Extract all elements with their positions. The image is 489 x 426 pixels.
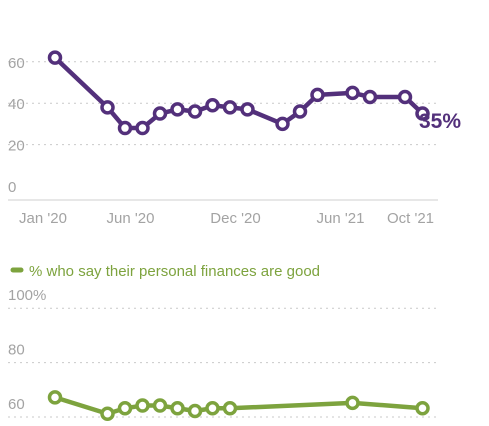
end-value-label: 35% [419,110,461,133]
y-tick-label: 60 [8,396,25,413]
data-point [415,401,430,416]
bottom-series [47,390,430,421]
data-point [275,116,290,132]
bottom-gridlines [8,307,440,418]
legend: % who say their personal finances are go… [10,263,320,280]
top-series [47,50,430,136]
data-point [362,89,378,105]
data-point [310,87,325,103]
y-tick-label: 80 [8,342,25,359]
bottom-y-axis: 60 80 100% [8,287,46,413]
y-tick-label: 20 [8,138,25,155]
data-point [47,50,63,65]
data-point [240,102,255,117]
data-point [135,398,150,413]
data-point [135,120,150,136]
data-point [47,390,63,405]
x-tick-label: Oct '21 [387,210,434,227]
data-point [152,106,168,121]
data-point [100,406,115,421]
y-tick-label: 0 [8,179,16,196]
data-point [117,401,133,416]
data-point [397,89,413,105]
data-point [187,104,203,119]
y-tick-label: 60 [8,55,25,72]
data-point [170,102,185,117]
y-tick-label: 100% [8,287,46,304]
data-point [292,104,308,119]
data-point [222,100,238,115]
top-chart: 0 20 40 60 Jan '20 Jun '20 Dec '20 Jun '21 Oct … [8,50,461,227]
data-point [205,98,220,113]
x-tick-label: Jan '20 [19,210,67,227]
data-point [170,401,185,416]
bottom-chart: % who say their personal finances are go… [8,263,440,421]
data-point [152,398,168,413]
legend-label: % who say their personal finances are go… [29,263,320,280]
data-point [222,401,238,416]
data-point [415,106,430,121]
data-point [117,120,133,136]
top-y-axis: 0 20 40 60 [8,55,25,196]
data-point [100,100,115,115]
y-tick-label: 40 [8,96,25,113]
x-tick-label: Jun '21 [317,210,365,227]
data-point [345,85,360,101]
data-point [187,403,203,419]
data-point [345,395,360,411]
x-tick-label: Dec '20 [210,210,260,227]
top-x-axis: Jan '20 Jun '20 Dec '20 Jun '21 Oct '21 [19,210,434,227]
x-tick-label: Jun '20 [107,210,155,227]
data-point [205,401,220,416]
